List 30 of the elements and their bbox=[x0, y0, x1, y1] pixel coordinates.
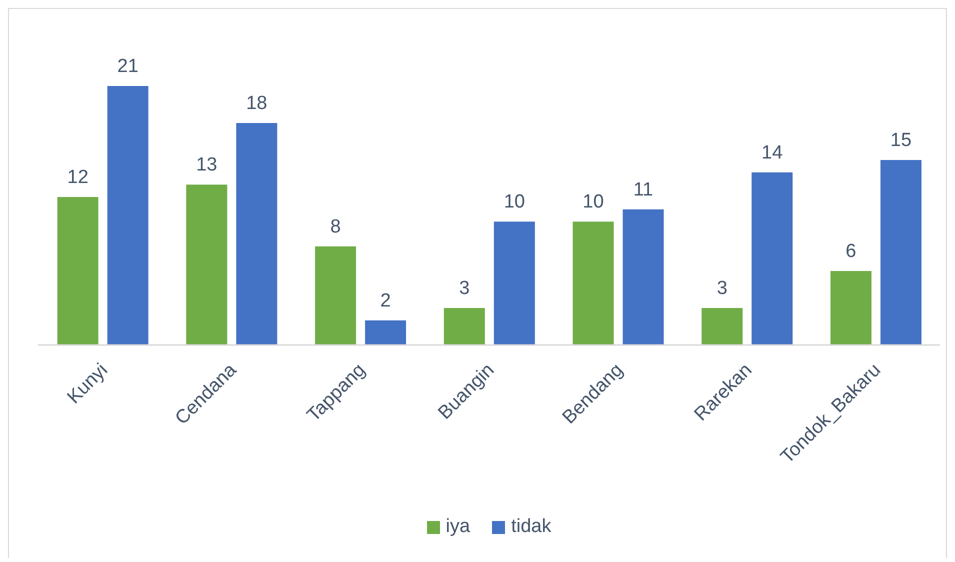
data-label: 6 bbox=[846, 241, 856, 262]
data-label: 18 bbox=[246, 93, 268, 114]
bar bbox=[444, 308, 485, 345]
data-label: 13 bbox=[196, 154, 218, 176]
bar bbox=[315, 246, 356, 345]
data-label: 3 bbox=[716, 278, 728, 299]
data-label: 14 bbox=[762, 142, 784, 164]
bar bbox=[57, 197, 98, 345]
data-label: 21 bbox=[117, 56, 138, 77]
bar bbox=[365, 320, 406, 345]
data-label: 15 bbox=[890, 130, 912, 151]
legend-label: tidak bbox=[511, 516, 552, 538]
data-label: 3 bbox=[459, 278, 470, 299]
bar bbox=[622, 209, 664, 345]
data-label: 2 bbox=[380, 290, 391, 312]
bar bbox=[830, 271, 872, 345]
bar bbox=[702, 308, 743, 345]
bar bbox=[186, 184, 228, 345]
data-label: 10 bbox=[504, 192, 525, 213]
bar bbox=[107, 86, 148, 345]
data-label: 12 bbox=[67, 167, 88, 188]
bar bbox=[494, 222, 535, 345]
bar bbox=[880, 160, 922, 345]
data-label: 10 bbox=[582, 192, 604, 213]
legend-label: iya bbox=[446, 516, 470, 538]
bar bbox=[572, 222, 614, 345]
data-label: 11 bbox=[633, 179, 654, 200]
bar bbox=[236, 123, 278, 345]
bar bbox=[752, 172, 793, 345]
data-label: 8 bbox=[330, 216, 341, 238]
